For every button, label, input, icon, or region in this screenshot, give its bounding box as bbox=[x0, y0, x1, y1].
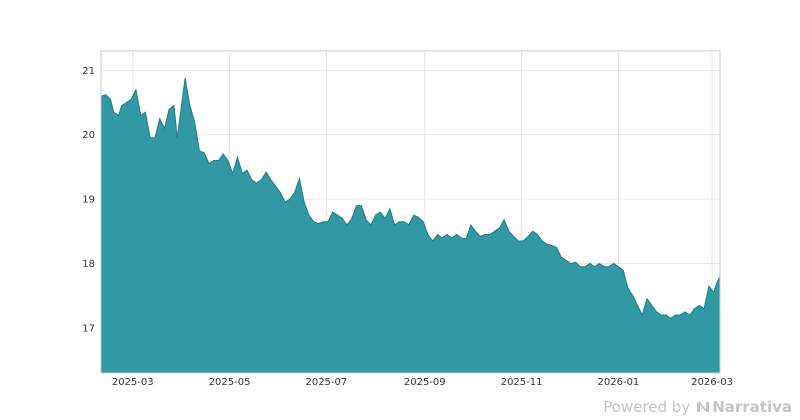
powered-by-watermark: Powered by Narrativa bbox=[603, 398, 792, 416]
x-tick-label: 2025-05 bbox=[209, 377, 251, 388]
narrativa-logo-icon bbox=[697, 402, 710, 412]
x-tick-label: 2025-11 bbox=[501, 377, 543, 388]
watermark-brand: Narrativa bbox=[696, 398, 792, 416]
y-tick-label: 18 bbox=[82, 259, 95, 270]
y-tick-label: 19 bbox=[82, 195, 95, 206]
series-line bbox=[100, 77, 721, 319]
x-tick-label: 2025-07 bbox=[305, 377, 347, 388]
y-tick-label: 17 bbox=[82, 323, 95, 334]
watermark-brand-name: Narrativa bbox=[712, 398, 792, 416]
y-tick-label: 20 bbox=[82, 130, 95, 141]
x-tick-label: 2025-09 bbox=[404, 377, 446, 388]
y-tick-label: 21 bbox=[82, 66, 95, 77]
x-axis: 2025-03 2025-05 2025-07 2025-09 2025-11 2026-… bbox=[112, 377, 733, 388]
x-tick-label: 2026-01 bbox=[598, 377, 640, 388]
x-tick-label: 2025-03 bbox=[112, 377, 154, 388]
x-tick-label: 2026-03 bbox=[691, 377, 733, 388]
y-axis: 17 18 19 20 21 bbox=[82, 66, 95, 335]
series-area bbox=[100, 77, 721, 373]
plot-area-frame bbox=[100, 50, 721, 374]
watermark-prefix: Powered by bbox=[603, 398, 691, 416]
area-fill bbox=[101, 78, 720, 373]
